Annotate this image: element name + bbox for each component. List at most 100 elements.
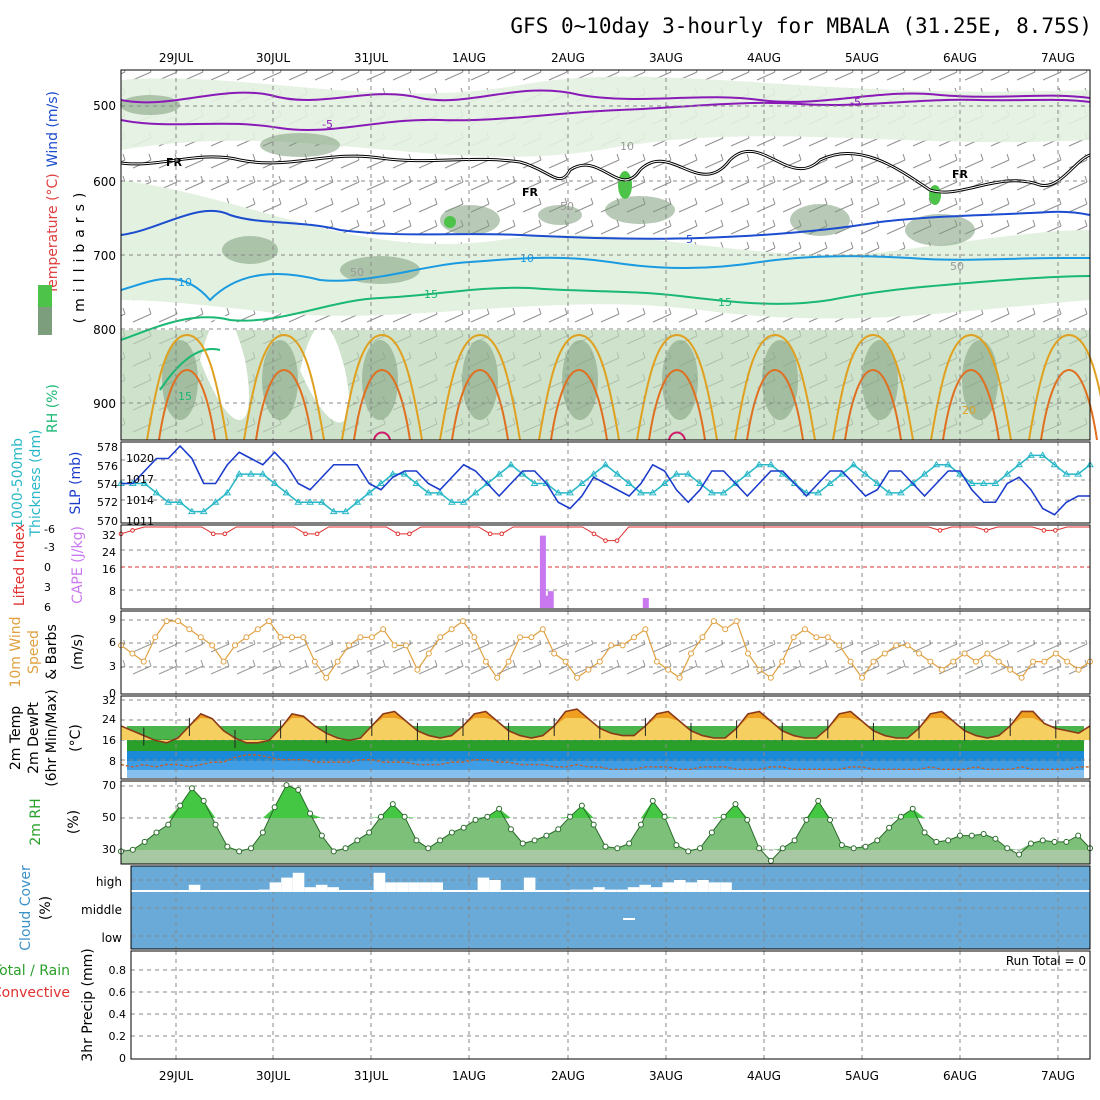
upper-grid <box>121 70 1090 440</box>
wind-point-67 <box>881 650 888 657</box>
wind-point-77 <box>995 658 1002 665</box>
legend-rh: RH (%) <box>45 384 61 433</box>
rh2m-point-44 <box>637 821 644 828</box>
contour-label-m5-b: -5 <box>850 96 861 109</box>
thick-tick-570: 570 <box>97 515 118 528</box>
wind-point-13 <box>266 618 273 625</box>
rh2m-point-57 <box>791 837 798 844</box>
rh2m-point-71 <box>957 832 964 839</box>
wind-point-41 <box>585 666 592 673</box>
top-date-8: 6AUG <box>943 51 977 65</box>
thick-point-39 <box>577 479 586 486</box>
rh2m-point-26 <box>425 845 432 852</box>
cloud-bar-66 <box>893 890 906 892</box>
rh2m-point-81 <box>1075 832 1082 839</box>
cloud-bar-78 <box>1032 890 1044 892</box>
rh2m-point-31 <box>484 813 491 820</box>
slp-tick-1020: 1020 <box>126 452 154 465</box>
precip-axis-label: 3hr Precip (mm) <box>80 948 96 1061</box>
wind-point-52 <box>710 618 717 625</box>
wind-point-33 <box>494 674 501 681</box>
thick-tick-574: 574 <box>97 478 118 491</box>
wind-point-75 <box>973 658 979 665</box>
thick-point-50 <box>707 488 716 496</box>
thick-point-70 <box>944 460 953 468</box>
rh-blob-14 <box>662 340 698 420</box>
rh2m-point-16 <box>307 810 314 817</box>
cloud-bar-82 <box>1078 890 1090 892</box>
cloud-bar-33 <box>512 890 524 892</box>
thick-tick-578: 578 <box>97 441 118 454</box>
precip-tick-08: 0.8 <box>109 964 127 977</box>
wind-point-82 <box>1052 650 1059 657</box>
top-date-3: 1AUG <box>452 51 486 65</box>
rh-blob-8 <box>340 256 420 284</box>
contour-temp-25-0 <box>158 368 216 441</box>
contour-temp-20-2 <box>341 333 423 441</box>
thick-point-6 <box>188 507 196 515</box>
thick-point-15 <box>294 498 303 505</box>
rh2m-series <box>118 782 1093 864</box>
contour-temp-25-5 <box>648 368 706 441</box>
rh2m-unit: (%) <box>66 810 82 834</box>
wind-point-27 <box>425 650 432 657</box>
thick-point-60 <box>826 479 834 486</box>
thick-point-68 <box>920 470 929 477</box>
wind-point-47 <box>653 658 660 665</box>
top-date-4: 2AUG <box>551 51 585 65</box>
temp-unit: (°C) <box>68 724 84 752</box>
cloud-bar-54 <box>754 890 767 892</box>
wind-tick-9: 9 <box>109 613 116 626</box>
temp-band-2 <box>127 751 1084 761</box>
dry-dome-0 <box>200 315 249 420</box>
thick-point-72 <box>967 479 976 486</box>
rh-bright-2 <box>929 185 941 205</box>
thick-point-79 <box>1050 460 1059 468</box>
wind-point-80 <box>1030 658 1036 665</box>
rh2m-point-46 <box>661 813 668 820</box>
cloud-bar-47 <box>674 880 686 892</box>
contour-label-20: 20 <box>962 404 976 417</box>
wind-point-3 <box>152 634 159 641</box>
rh2m-point-2 <box>141 838 148 845</box>
wind-point-56 <box>756 666 763 673</box>
wind-point-69 <box>904 642 911 649</box>
contour-temp-20-1 <box>243 333 325 441</box>
cloud-bar-50 <box>708 882 721 892</box>
slp-tick-1014: 1014 <box>126 494 154 507</box>
wind-point-15 <box>289 634 295 641</box>
contour-label-10-a: 10 <box>178 276 192 289</box>
wind-point-19 <box>334 658 341 665</box>
thickness-label-b: Thickness (dm) <box>28 429 44 537</box>
bottom-date-1: 30JUL <box>256 1069 291 1083</box>
panel-frame-5 <box>120 780 1091 865</box>
bottom-date-0: 29JUL <box>159 1069 194 1083</box>
thick-tick-576: 576 <box>97 460 118 473</box>
precip-tick-02: 0.2 <box>109 1030 127 1043</box>
contour-temp-20-6 <box>734 333 816 441</box>
rh-legend-swatch-bright <box>38 285 52 307</box>
wind-point-65 <box>859 674 865 681</box>
rh2m-point-22 <box>377 813 384 820</box>
lifted-point-41 <box>591 531 597 537</box>
thick-point-13 <box>270 479 279 486</box>
wind-point-25 <box>403 642 409 649</box>
thick-point-12 <box>258 470 267 477</box>
wind-axis: 9 6 3 0 <box>109 613 116 700</box>
rh2m-point-75 <box>1004 845 1011 852</box>
contour-temp-20-8 <box>930 333 1012 441</box>
thick-point-16 <box>306 498 314 505</box>
contour-temp-m5-a <box>120 89 1091 104</box>
cape-bar-2 <box>547 591 554 608</box>
li-tick-0: 0 <box>44 561 51 574</box>
cloud-bar-34 <box>523 877 536 892</box>
lifted-point-32 <box>487 531 493 537</box>
thick-point-18 <box>329 507 338 515</box>
cloud-grid <box>131 866 1090 949</box>
cloud-bar-0 <box>131 890 143 892</box>
cloud-bar-13 <box>281 877 293 892</box>
thick-point-59 <box>814 488 823 496</box>
cloud-bar-10 <box>246 890 259 892</box>
contour-temp-5 <box>120 209 1091 240</box>
rh-blob-9 <box>162 340 198 420</box>
